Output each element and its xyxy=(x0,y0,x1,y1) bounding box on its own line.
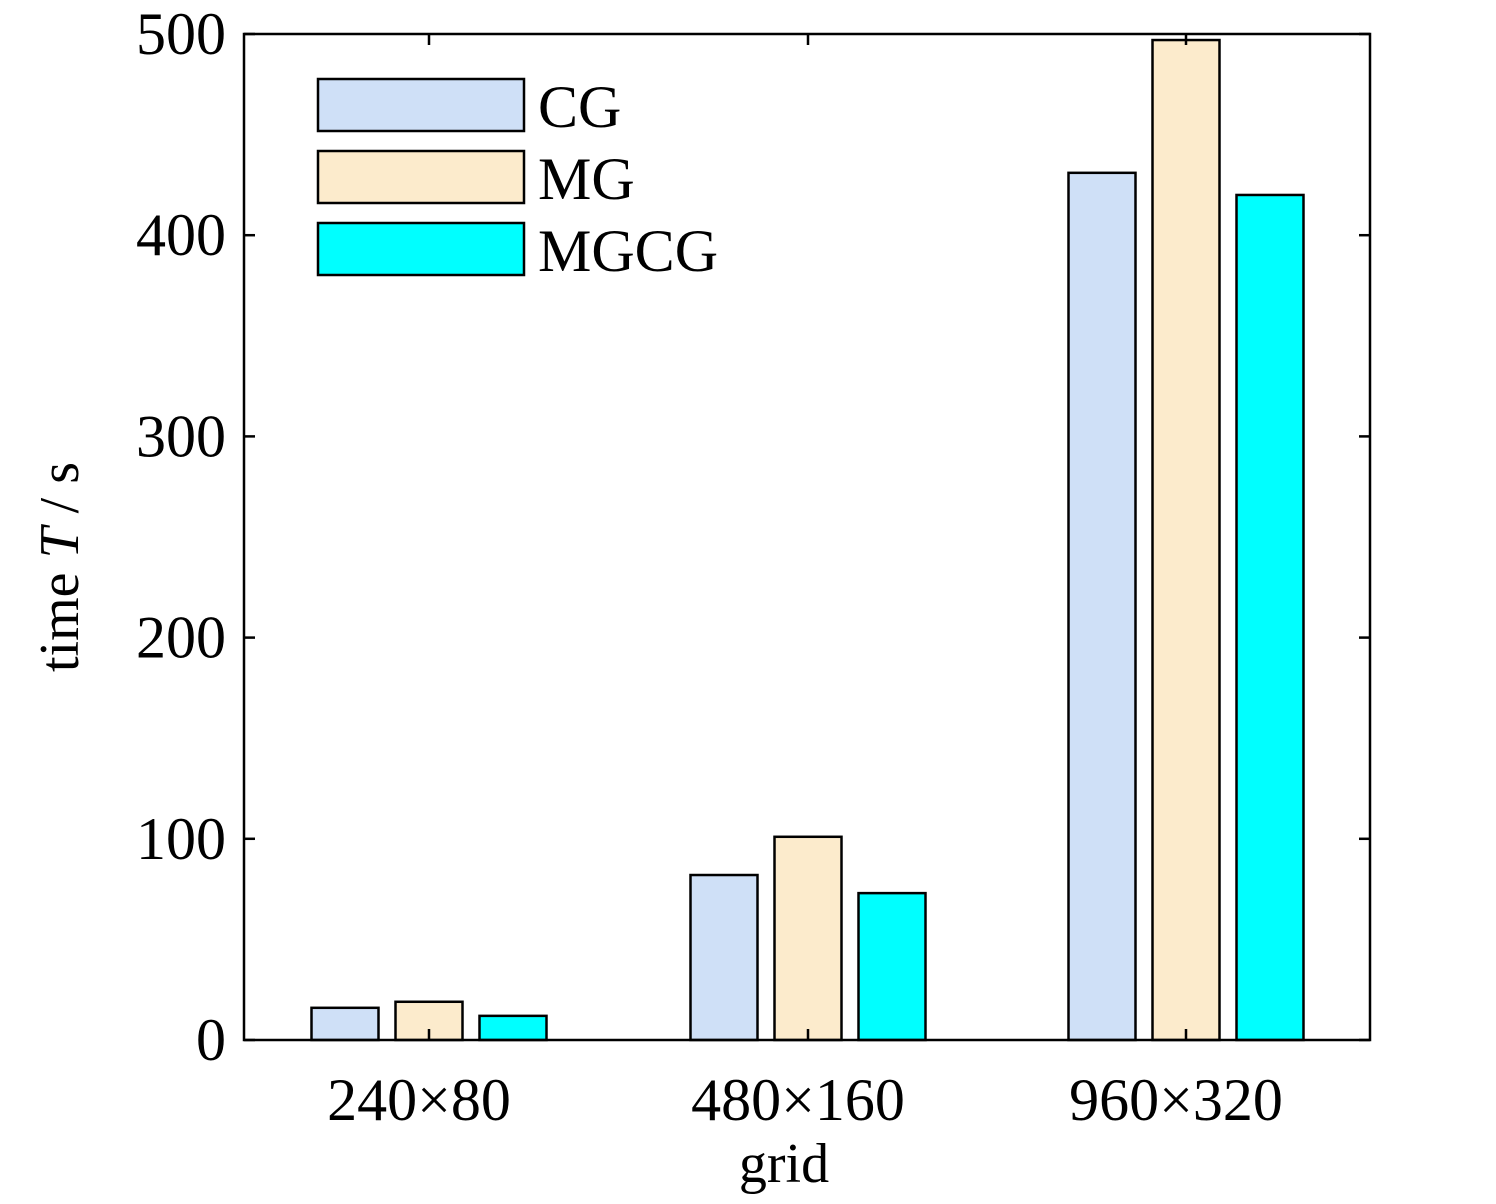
legend-label-mgcg: MGCG xyxy=(538,218,718,284)
y-tick-label-0: 0 xyxy=(196,1007,226,1073)
y-tick-label-4: 400 xyxy=(136,202,226,268)
y-axis-title: time T / s xyxy=(29,462,91,672)
y-tick-label-5: 500 xyxy=(136,1,226,67)
y-tick-label-2: 200 xyxy=(136,605,226,671)
bar-cg-0 xyxy=(310,1006,380,1042)
bar-cg-2 xyxy=(1067,171,1137,1042)
legend-swatch-mg xyxy=(316,149,526,205)
y-axis-title-variable: T xyxy=(29,523,91,558)
x-axis-title: grid xyxy=(739,1133,829,1195)
bar-mg-1 xyxy=(773,835,843,1042)
legend-label-cg: CG xyxy=(538,74,621,140)
legend-label-mg: MG xyxy=(538,146,635,212)
y-axis-title-suffix: / s xyxy=(29,462,91,527)
x-tick-label-0: 240×80 xyxy=(327,1067,511,1133)
bar-mg-2 xyxy=(1151,38,1221,1042)
bar-mgcg-1 xyxy=(857,891,927,1042)
bar-mgcg-0 xyxy=(478,1014,548,1042)
x-tick-label-1: 480×160 xyxy=(691,1067,905,1133)
bar-cg-1 xyxy=(689,873,759,1042)
legend-swatch-mgcg xyxy=(316,221,526,277)
y-axis-title-prefix: time xyxy=(29,558,91,672)
y-tick-label-3: 300 xyxy=(136,403,226,469)
bar-mgcg-2 xyxy=(1235,193,1305,1042)
legend-swatch-cg xyxy=(316,77,526,133)
ticks-layer: 0 100 200 300 400 500 240×80 480×160 960×320 xyxy=(136,1,1370,1133)
y-tick-label-1: 100 xyxy=(136,806,226,872)
x-tick-label-2: 960×320 xyxy=(1069,1067,1283,1133)
